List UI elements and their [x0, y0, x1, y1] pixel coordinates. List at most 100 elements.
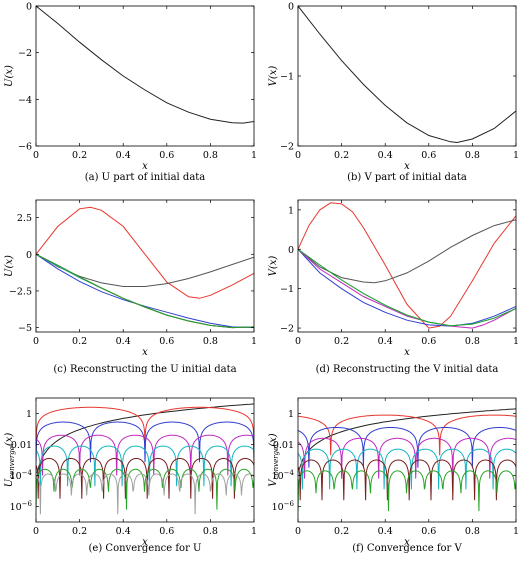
series-line-0 — [298, 6, 516, 144]
x-axis-label: x — [404, 347, 410, 358]
y-tick-label: −2.5 — [9, 286, 32, 297]
x-tick-label: 0.6 — [159, 526, 174, 537]
y-tick-label: 0.01 — [273, 440, 294, 451]
y-tick-label: 0 — [288, 2, 294, 13]
series-line-3 — [36, 434, 254, 476]
y-tick-label: 0 — [288, 245, 294, 256]
plot-frame — [297, 5, 517, 147]
y-tick-label: −2 — [18, 48, 32, 59]
series-line-5 — [36, 457, 254, 499]
series-line-5 — [298, 248, 516, 327]
chart-panel: 0 0.2 0.4 0.6 0.8 1 −2 −1 0 1 x V(x) (d) Reconstruct… — [268, 199, 519, 375]
series-line-7 — [36, 473, 254, 515]
y-tick-label: −1 — [280, 72, 294, 83]
plot-frame — [35, 5, 255, 147]
series-group — [298, 408, 516, 512]
x-tick-label: 0 — [295, 336, 301, 347]
series-line-3 — [298, 437, 516, 479]
y-tick-label: −5 — [18, 323, 32, 334]
series-line-3 — [298, 248, 516, 329]
series-line-0 — [36, 403, 254, 474]
y-axis-label: V(x) — [268, 256, 279, 277]
y-tick-label: 10−4 — [272, 469, 295, 482]
y-tick-label: 0.01 — [11, 440, 32, 451]
y-axis-label: V(x) — [268, 66, 279, 87]
series-line-1 — [36, 253, 254, 287]
x-tick-label: 0.2 — [334, 336, 349, 347]
y-tick-label: −2 — [280, 324, 294, 335]
series-line-1 — [36, 406, 254, 448]
plot-frame — [35, 397, 255, 523]
x-tick-label: 0.6 — [421, 150, 436, 161]
x-tick-label: 0.2 — [334, 150, 349, 161]
series-line-1 — [298, 219, 516, 284]
y-axis-label: Vconverge(x) — [268, 433, 280, 486]
y-tick-label: 1 — [288, 205, 294, 216]
panel-caption: (b) V part of initial data — [347, 172, 467, 183]
x-tick-label: 0.4 — [116, 526, 131, 537]
x-tick-label: 0.6 — [159, 150, 174, 161]
series-line-0 — [298, 408, 516, 471]
series-line-4 — [298, 448, 516, 490]
x-tick-label: 0.2 — [72, 336, 87, 347]
x-tick-label: 1 — [513, 150, 519, 161]
x-tick-label: 0.4 — [116, 336, 131, 347]
x-tick-label: 0.6 — [159, 336, 174, 347]
x-tick-label: 0.4 — [378, 526, 393, 537]
series-line-5 — [298, 459, 516, 501]
x-tick-label: 0.4 — [378, 336, 393, 347]
y-tick-label: 10−4 — [10, 469, 33, 482]
y-tick-label: −6 — [18, 142, 32, 153]
series-line-2 — [298, 426, 516, 468]
series-line-2 — [36, 421, 254, 463]
plot-frame — [297, 397, 517, 523]
plot-frame — [35, 199, 255, 333]
series-group — [36, 6, 254, 124]
chart-panel: 0 0.2 0.4 0.6 0.8 1 1 0.01 10−4 10−6 x Vconverge(x)… — [268, 397, 519, 554]
panel-caption: (d) Reconstructing the V initial data — [316, 364, 499, 375]
x-tick-label: 0.8 — [203, 336, 218, 347]
series-line-0 — [36, 206, 254, 299]
x-tick-label: 0.4 — [378, 150, 393, 161]
series-group — [36, 403, 254, 515]
panel-caption: (f) Convergence for V — [352, 543, 462, 554]
x-tick-label: 1 — [513, 526, 519, 537]
y-tick-label: 0 — [26, 2, 32, 13]
panel-caption: (e) Convergence for U — [89, 543, 202, 554]
x-tick-label: 0.2 — [72, 526, 87, 537]
x-tick-label: 0 — [33, 150, 39, 161]
y-tick-label: 10−6 — [272, 500, 295, 513]
series-line-6 — [298, 470, 516, 512]
x-axis-label: x — [142, 161, 148, 172]
x-tick-label: 0 — [33, 526, 39, 537]
y-tick-label: −4 — [18, 95, 32, 106]
x-tick-label: 0.2 — [334, 526, 349, 537]
x-tick-label: 1 — [251, 150, 257, 161]
x-axis-label: x — [142, 347, 148, 358]
y-tick-label: 10−6 — [10, 500, 33, 513]
series-line-4 — [36, 445, 254, 487]
series-line-3 — [36, 253, 254, 329]
series-group — [36, 206, 254, 329]
x-tick-label: 0 — [33, 336, 39, 347]
panel-caption: (a) U part of initial data — [85, 172, 206, 183]
y-tick-label: −1 — [280, 284, 294, 295]
series-line-2 — [36, 253, 254, 329]
chart-panel: 0 0.2 0.4 0.6 0.8 1 −2 −1 0 x V(x) (b) V part of in… — [268, 2, 519, 184]
series-line-2 — [298, 248, 516, 327]
plot-frame — [297, 199, 517, 333]
series-line-4 — [36, 253, 254, 329]
x-tick-label: 0.8 — [203, 526, 218, 537]
x-tick-label: 1 — [251, 526, 257, 537]
x-tick-label: 0 — [295, 150, 301, 161]
y-tick-label: 0 — [26, 250, 32, 261]
chart-panel: 0 0.2 0.4 0.6 0.8 1 1 0.01 10−4 10−6 x Uconverge(x)… — [4, 397, 257, 554]
x-tick-label: 0.8 — [203, 150, 218, 161]
x-axis-label: x — [142, 537, 148, 548]
y-tick-label: 2.5 — [17, 213, 32, 224]
panel-caption: (c) Reconstructing the U initial data — [53, 364, 236, 375]
y-tick-label: −2 — [280, 142, 294, 153]
series-line-5 — [36, 253, 254, 329]
x-tick-label: 1 — [251, 336, 257, 347]
